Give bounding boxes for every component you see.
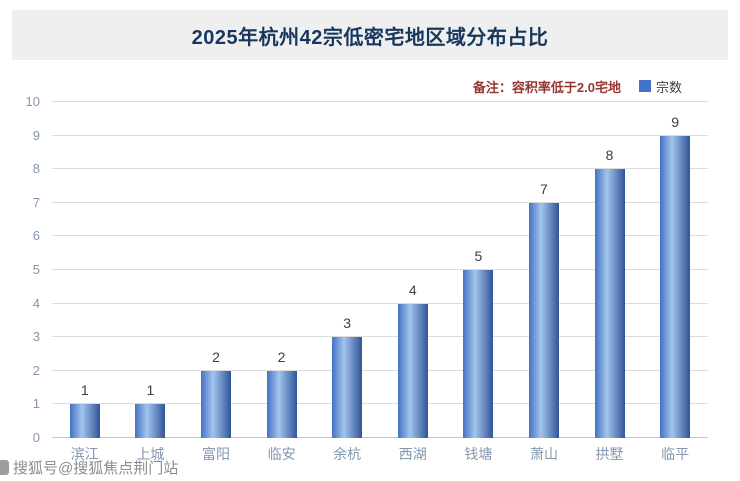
gridline — [52, 369, 708, 371]
bar-滨江 — [69, 404, 100, 438]
bar-slot: 1 — [118, 102, 184, 438]
bar-value-label: 3 — [343, 315, 352, 332]
y-axis-tick: 10 — [25, 94, 40, 109]
bar-value-label: 1 — [146, 382, 155, 399]
bar-西湖 — [397, 303, 428, 438]
x-axis-label-萧山: 萧山 — [529, 446, 558, 462]
gridline — [52, 101, 708, 102]
bar-slot: 2 — [249, 102, 315, 438]
bar-余杭 — [332, 337, 363, 438]
bar-萧山 — [528, 202, 559, 438]
y-axis-tick: 8 — [32, 161, 40, 177]
bar-slot: 4 — [380, 102, 446, 438]
bar-value-label: 7 — [540, 180, 548, 197]
y-axis: 0 1 2 3 4 5 6 7 8 9 10 — [14, 94, 44, 445]
x-axis-label-临安: 临安 — [267, 446, 296, 462]
y-axis-tick: 2 — [32, 362, 40, 378]
gridline — [52, 201, 708, 203]
bar-value-label: 4 — [408, 281, 417, 298]
y-axis-tick: 3 — [32, 329, 40, 345]
y-axis-tick: 4 — [32, 295, 40, 311]
bar-slot: 2 — [183, 102, 249, 438]
x-axis-label-滨江: 滨江 — [70, 446, 99, 462]
chart-title-band: 2025年杭州42宗低密宅地区域分布占比 — [12, 10, 728, 60]
bar-钱塘 — [463, 270, 494, 438]
sohu-logo-icon — [0, 460, 9, 475]
watermark: 搜狐号@搜狐焦点荆门站 — [0, 457, 178, 478]
x-axis-label-钱塘: 钱塘 — [464, 446, 493, 462]
y-axis-tick: 1 — [32, 396, 40, 412]
bar-value-label: 8 — [605, 147, 614, 164]
x-axis-label-富阳: 富阳 — [201, 446, 230, 462]
plot-area: 1 1 2 2 3 4 5 7 8 9 — [52, 101, 708, 438]
gridline — [52, 437, 708, 438]
bar-slot: 1 — [52, 102, 118, 438]
bar-slot: 3 — [314, 102, 380, 438]
x-axis-label-余杭: 余杭 — [333, 446, 362, 462]
legend-label: 宗数 — [655, 79, 682, 95]
bar-value-label: 2 — [277, 348, 286, 365]
legend-item-zongshu: 宗数 — [638, 77, 682, 96]
gridline — [52, 403, 708, 405]
bar-value-label: 9 — [671, 113, 680, 130]
y-axis-tick: 6 — [32, 228, 40, 244]
bar-临安 — [266, 370, 297, 438]
legend: 备注：容积率低于2.0宅地 宗数 — [473, 77, 682, 95]
gridline — [52, 235, 708, 237]
bar-拱墅 — [594, 169, 625, 438]
gridline — [52, 269, 708, 270]
chart-note: 备注：容积率低于2.0宅地 — [472, 79, 621, 95]
gridline — [52, 336, 708, 338]
y-axis-tick: 5 — [32, 262, 40, 277]
bar-series: 1 1 2 2 3 4 5 7 8 9 — [52, 102, 708, 438]
watermark-text: 搜狐号@搜狐焦点荆门站 — [13, 460, 179, 477]
bar-slot: 7 — [511, 102, 577, 438]
y-axis-tick: 0 — [32, 430, 40, 445]
x-axis-labels: 滨江 上城 富阳 临安 余杭 西湖 钱塘 萧山 拱墅 临平 — [52, 444, 708, 464]
bar-富阳 — [200, 370, 231, 438]
x-axis-label-临平: 临平 — [661, 446, 690, 462]
bar-slot: 9 — [642, 102, 708, 438]
gridline — [52, 302, 708, 304]
gridline — [52, 168, 708, 170]
bar-value-label: 2 — [212, 348, 220, 365]
x-axis-label-拱墅: 拱墅 — [595, 446, 624, 462]
bar-slot: 5 — [446, 102, 512, 438]
x-axis-label-上城: 上城 — [136, 446, 165, 462]
y-axis-tick: 9 — [32, 127, 40, 143]
bar-临平 — [660, 135, 691, 438]
chart-title: 2025年杭州42宗低密宅地区域分布占比 — [191, 26, 549, 49]
legend-swatch-icon — [638, 80, 651, 92]
y-axis-tick: 7 — [32, 194, 40, 210]
bar-slot: 8 — [577, 102, 643, 438]
bar-上城 — [135, 404, 166, 438]
bar-value-label: 5 — [474, 248, 483, 264]
x-axis-label-西湖: 西湖 — [398, 446, 427, 462]
gridline — [52, 134, 708, 136]
bar-value-label: 1 — [80, 382, 89, 399]
